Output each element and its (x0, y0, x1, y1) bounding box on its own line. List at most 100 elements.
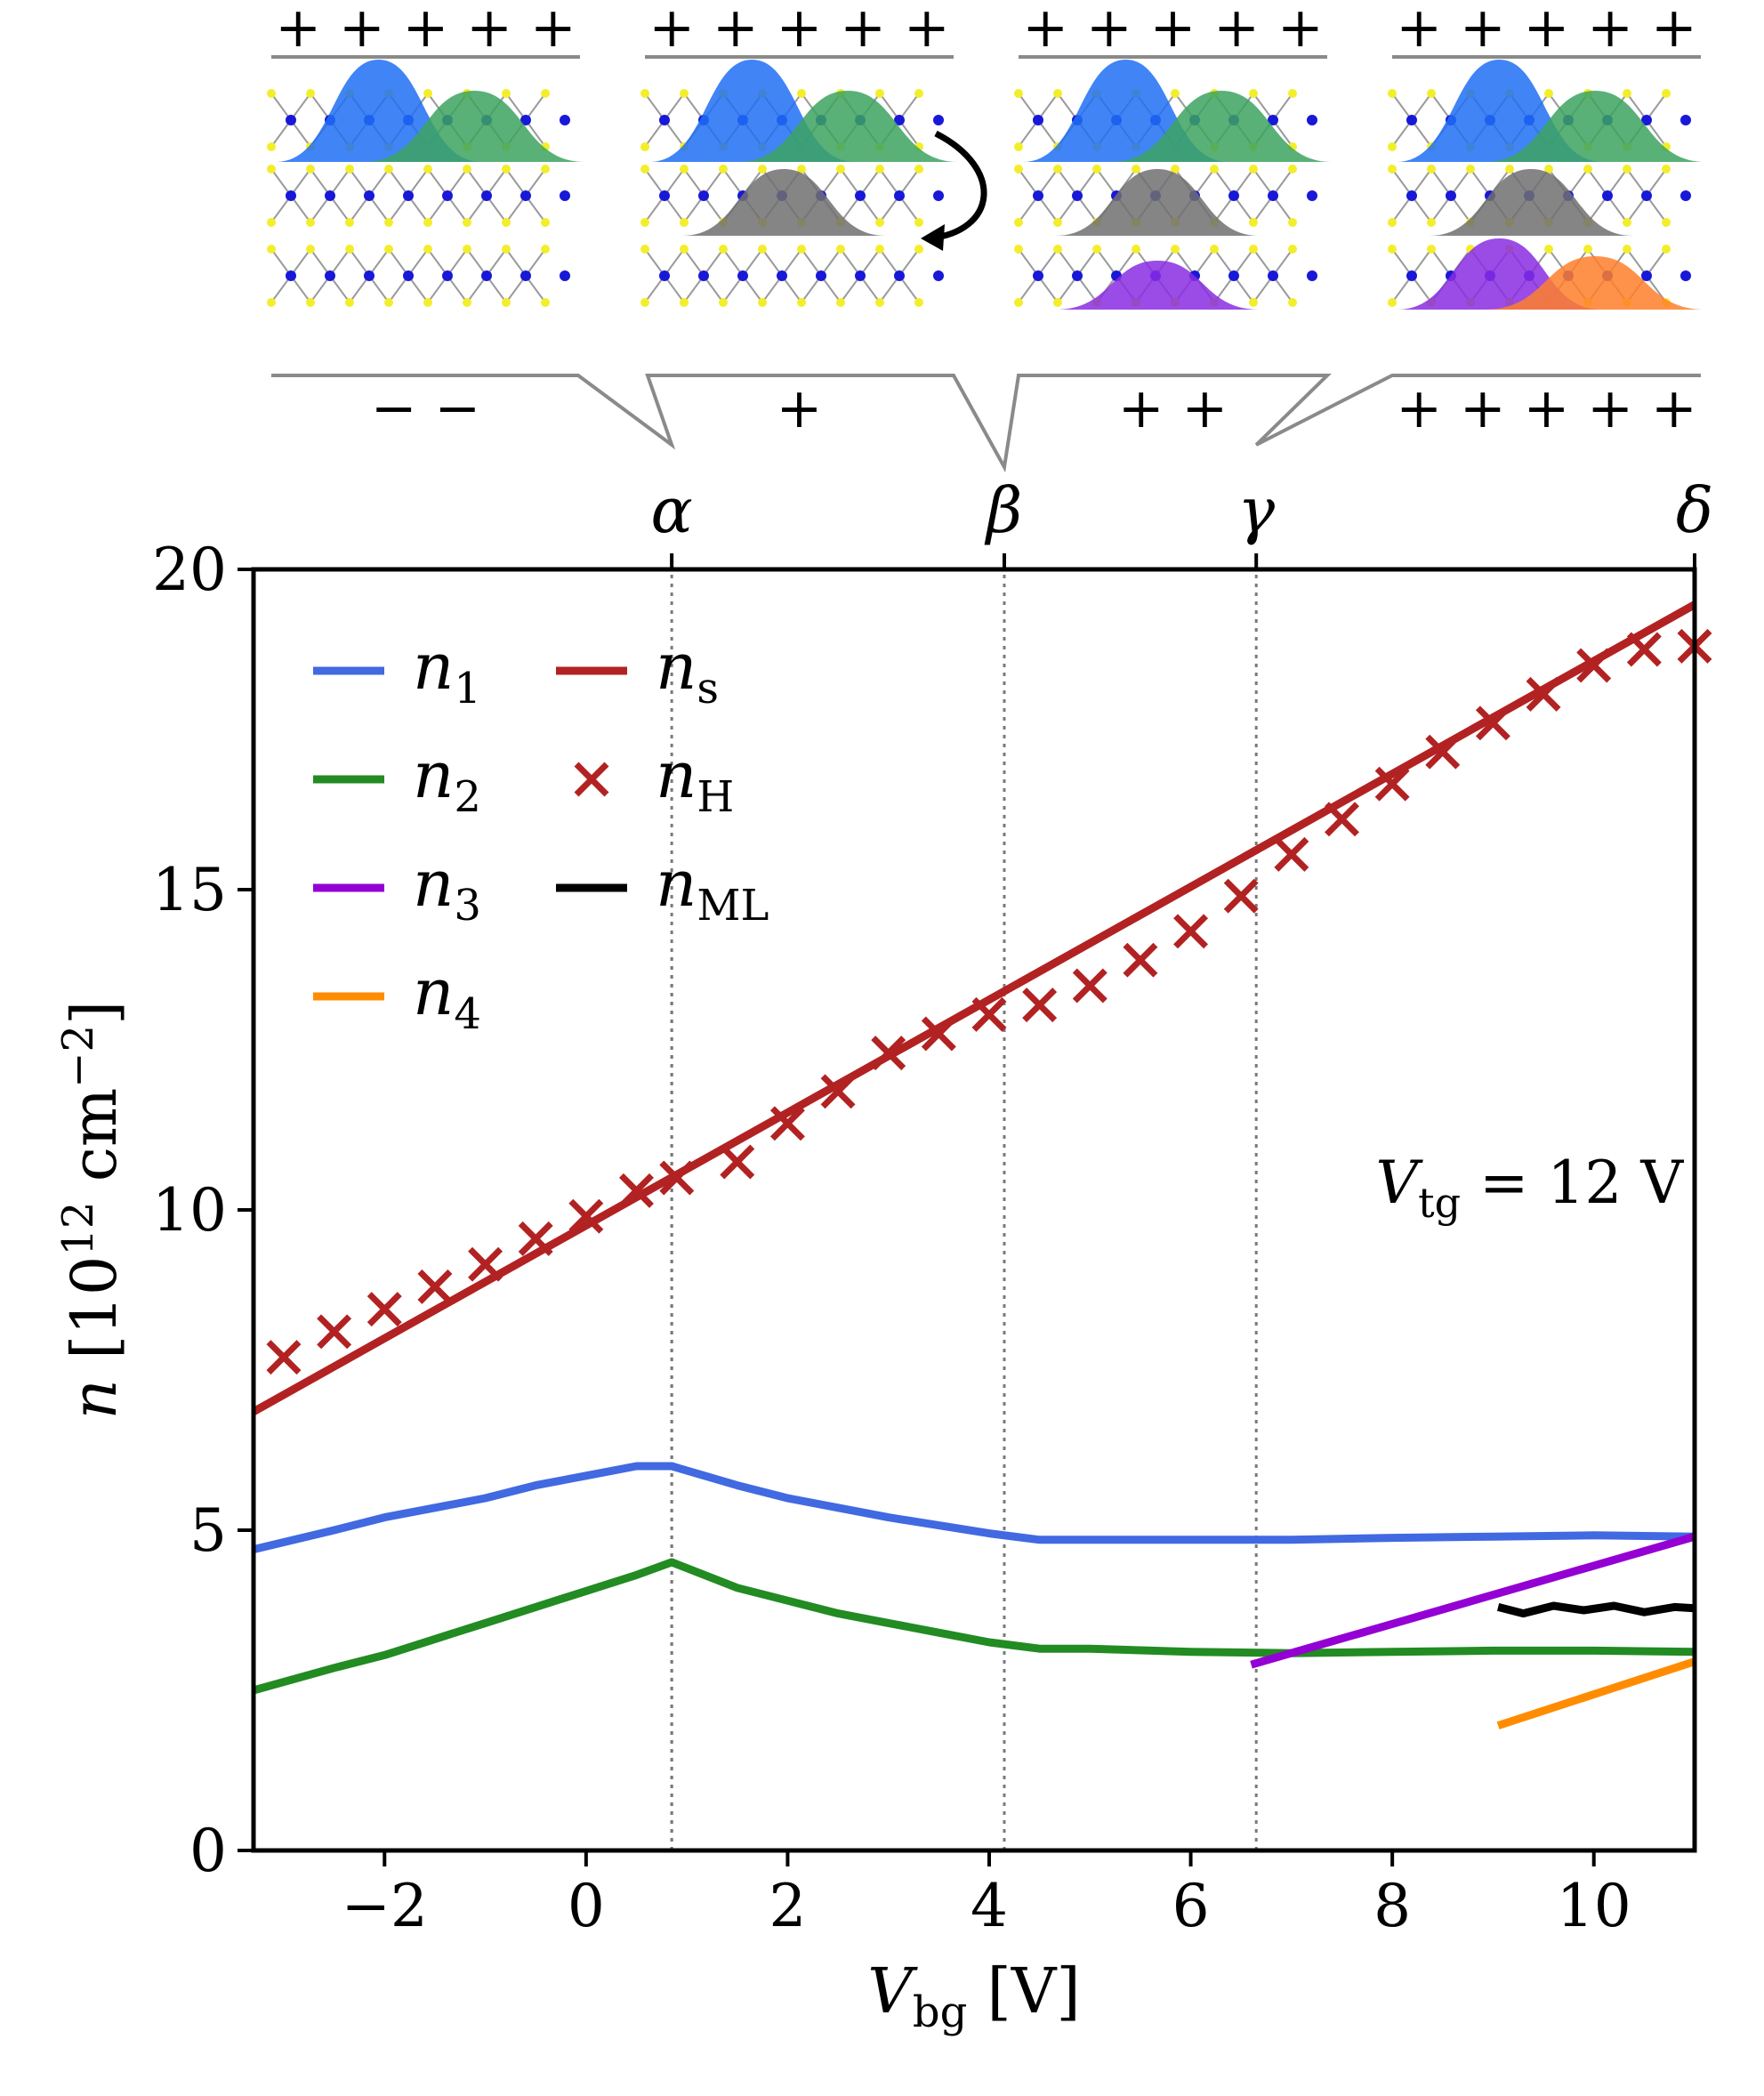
series-n-h-marker (568, 1198, 604, 1234)
top-tick-label: γ (1237, 474, 1275, 547)
atom-chalcogen (1427, 218, 1436, 227)
bond (898, 275, 920, 303)
atom-chalcogen (914, 89, 923, 98)
bond (1057, 93, 1078, 121)
atom-chalcogen (1132, 245, 1140, 254)
schematic-panel-3: + + + + + + + (1014, 0, 1332, 440)
atom-chalcogen (1544, 245, 1553, 254)
bond (466, 168, 487, 197)
bond (310, 93, 331, 121)
atom-chalcogen (1014, 89, 1023, 98)
bond (1213, 248, 1235, 277)
atom-metal (777, 270, 787, 281)
atom-chalcogen (384, 245, 393, 254)
top-charges: + + + + + (275, 0, 576, 60)
bond (683, 275, 705, 303)
bond (1411, 168, 1432, 197)
bond (525, 275, 546, 303)
bond (349, 168, 370, 197)
bond (664, 195, 685, 223)
atom-metal (403, 270, 414, 281)
x-tick-label: 4 (971, 1872, 1008, 1940)
bond (820, 275, 842, 303)
atom-metal (560, 115, 570, 125)
atom-chalcogen (1288, 298, 1297, 307)
bond (644, 119, 665, 148)
bond (486, 195, 507, 223)
y-axis: 0 5 10 15 20 (152, 536, 254, 1885)
atom-chalcogen (463, 165, 471, 173)
bond (407, 195, 429, 223)
series-n-h-marker (619, 1173, 654, 1208)
bond (898, 119, 920, 148)
atom-chalcogen (541, 165, 550, 173)
bond (820, 168, 842, 197)
bond (525, 168, 546, 197)
bond (270, 168, 292, 197)
y-tick-label: 5 (189, 1496, 227, 1565)
bond (898, 168, 920, 197)
bond (486, 168, 507, 197)
atom-chalcogen (1132, 165, 1140, 173)
bond (1411, 93, 1432, 121)
x-tick-label: 10 (1557, 1872, 1631, 1940)
atom-metal (1406, 115, 1417, 125)
atom-chalcogen (1014, 218, 1023, 227)
bond (290, 248, 311, 277)
series-n-h-marker (468, 1246, 503, 1282)
bond (505, 275, 527, 303)
atom-chalcogen (502, 298, 511, 307)
x-label-unit: [V] (967, 1955, 1080, 2027)
atom-chalcogen (423, 89, 432, 98)
atom-metal (933, 270, 944, 281)
atom-chalcogen (1288, 89, 1297, 98)
x-axis: −2 0 2 4 6 8 10 (342, 1850, 1631, 1940)
bond (840, 248, 861, 277)
y-label-close: ] (58, 1001, 131, 1025)
series-n-h-marker (1022, 988, 1058, 1023)
atom-chalcogen (306, 245, 315, 254)
bond (349, 275, 370, 303)
bond (368, 195, 390, 223)
wavefunction-orange (1485, 256, 1705, 310)
legend-n-1-label: n1 (413, 629, 481, 713)
atom-chalcogen (719, 165, 728, 173)
x-tick-label: 2 (769, 1872, 806, 1940)
atom-metal (1228, 270, 1239, 281)
atom-metal (894, 270, 905, 281)
series-n-h-marker (971, 996, 1007, 1032)
bond (368, 248, 390, 277)
bond (1391, 93, 1413, 121)
atom-chalcogen (306, 218, 315, 227)
bond (859, 195, 881, 223)
bond (1430, 195, 1452, 223)
bond (310, 275, 331, 303)
bond (486, 275, 507, 303)
bond (1233, 195, 1254, 223)
bond (1076, 195, 1098, 223)
atom-chalcogen (1388, 218, 1397, 227)
bond (447, 168, 468, 197)
atom-chalcogen (1388, 245, 1397, 254)
atom-chalcogen (1427, 245, 1436, 254)
bond (1391, 195, 1413, 223)
bond (525, 119, 546, 148)
atom-chalcogen (267, 298, 276, 307)
bond (722, 168, 744, 197)
bond (290, 119, 311, 148)
y-tick-label: 0 (189, 1817, 227, 1885)
atom-chalcogen (1662, 245, 1671, 254)
bond (1272, 275, 1293, 303)
bond (505, 195, 527, 223)
atom-chalcogen (1505, 165, 1514, 173)
bond (1213, 168, 1235, 197)
atom-chalcogen (1388, 298, 1397, 307)
bond (1450, 195, 1471, 223)
bond (329, 195, 350, 223)
atom-chalcogen (914, 165, 923, 173)
atom-chalcogen (640, 142, 649, 151)
atom-chalcogen (1053, 165, 1062, 173)
y-label-var: n (58, 1379, 131, 1419)
atom-chalcogen (384, 165, 393, 173)
atom-chalcogen (345, 298, 354, 307)
